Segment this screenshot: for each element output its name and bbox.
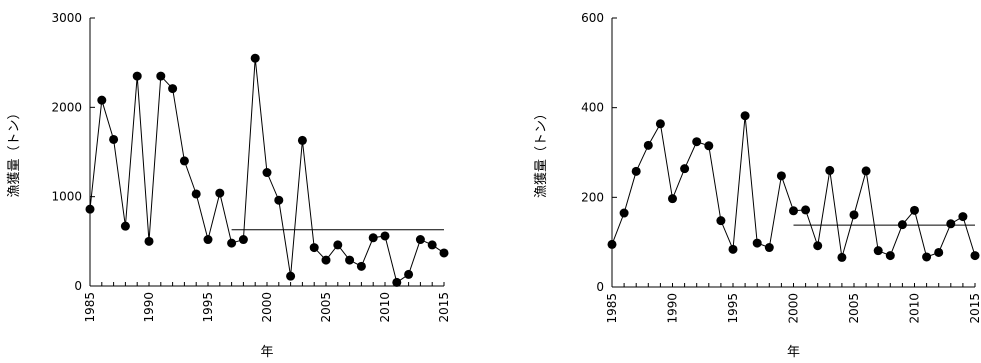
catch-chart-left: 0 1000 2000 3000 1985 1990 1995 2000 2005 2010 201… — [7, 11, 451, 360]
data-point — [619, 208, 629, 218]
data-point — [144, 236, 154, 246]
data-point — [668, 194, 677, 204]
data-point — [825, 165, 835, 175]
series-line — [611, 115, 976, 258]
data-point — [861, 166, 871, 176]
data-point — [404, 269, 414, 279]
data-point — [789, 206, 798, 216]
x-tick-label: 2000 — [260, 292, 274, 323]
x-axis-title: 年 — [787, 345, 800, 360]
data-point — [238, 235, 248, 245]
data-point — [156, 71, 166, 81]
data-point — [885, 251, 895, 261]
data-point — [813, 241, 823, 251]
x-tick-label: 1990 — [142, 292, 156, 323]
data-point — [692, 137, 702, 147]
data-point — [427, 240, 437, 250]
data-point — [607, 239, 617, 249]
x-tick-label: 1995 — [726, 293, 740, 324]
data-point — [801, 205, 811, 215]
data-point — [297, 135, 307, 145]
data-point — [179, 156, 189, 166]
data-point — [643, 140, 653, 150]
data-point — [345, 255, 355, 265]
data-point — [704, 141, 714, 151]
x-tick-label: 2015 — [437, 292, 451, 323]
data-point — [776, 171, 786, 181]
data-point — [262, 168, 272, 178]
x-tick-label: 2015 — [968, 293, 981, 324]
data-point — [740, 111, 750, 121]
y-tick-label: 1000 — [51, 190, 82, 204]
y-tick-label: 400 — [581, 101, 604, 115]
data-point — [849, 210, 859, 220]
data-point — [716, 216, 726, 226]
data-point — [85, 204, 95, 214]
data-point — [873, 246, 883, 256]
data-point — [910, 205, 919, 215]
data-point — [333, 240, 343, 250]
data-point — [764, 243, 774, 253]
data-point — [837, 252, 847, 262]
x-axis-title: 年 — [260, 345, 273, 360]
data-point — [631, 166, 641, 176]
x-tick-label: 2010 — [908, 293, 922, 324]
data-point — [415, 235, 425, 245]
data-point — [922, 252, 932, 262]
data-point — [120, 221, 130, 231]
data-point — [203, 235, 213, 245]
data-point — [309, 243, 319, 253]
x-tick-label: 2005 — [319, 292, 333, 323]
x-tick-label: 2000 — [787, 293, 801, 324]
data-point — [274, 195, 284, 205]
data-point — [946, 219, 956, 229]
data-point — [368, 233, 378, 243]
y-axis-title: 漁獲量（トン） — [534, 107, 549, 198]
data-point — [380, 231, 390, 241]
data-point — [655, 119, 665, 129]
catch-chart-right: 0 200 400 600 1985 1990 1995 2000 2005 2010 2015 年 漁… — [534, 11, 981, 360]
data-point — [97, 95, 107, 105]
data-point — [286, 271, 296, 281]
data-point — [250, 53, 260, 63]
data-point — [215, 188, 225, 198]
data-point — [191, 189, 201, 199]
y-tick-label: 0 — [74, 279, 82, 293]
data-point — [958, 212, 968, 222]
data-point — [680, 164, 690, 174]
data-point — [356, 261, 366, 271]
y-axis-title: 漁獲量（トン） — [7, 106, 22, 197]
x-tick-label: 2005 — [847, 293, 861, 324]
y-tick-label: 600 — [581, 11, 604, 25]
data-point — [970, 251, 980, 261]
y-tick-label: 2000 — [51, 100, 82, 114]
data-point — [439, 248, 449, 258]
data-point — [392, 277, 402, 287]
y-tick-label: 0 — [596, 280, 604, 294]
data-point — [934, 247, 944, 257]
data-point — [227, 238, 237, 248]
data-point — [321, 255, 331, 265]
x-tick-label: 1995 — [201, 292, 215, 323]
x-tick-label: 2010 — [378, 292, 392, 323]
data-point — [132, 71, 142, 81]
y-tick-label: 3000 — [51, 11, 82, 25]
x-tick-label: 1985 — [605, 293, 619, 324]
data-point — [728, 244, 738, 254]
data-point — [897, 220, 907, 230]
y-tick-label: 200 — [581, 190, 604, 204]
x-tick-label: 1985 — [83, 292, 97, 323]
data-point — [752, 238, 762, 248]
x-tick-label: 1990 — [666, 293, 680, 324]
data-point — [168, 84, 178, 94]
data-point — [109, 134, 119, 144]
